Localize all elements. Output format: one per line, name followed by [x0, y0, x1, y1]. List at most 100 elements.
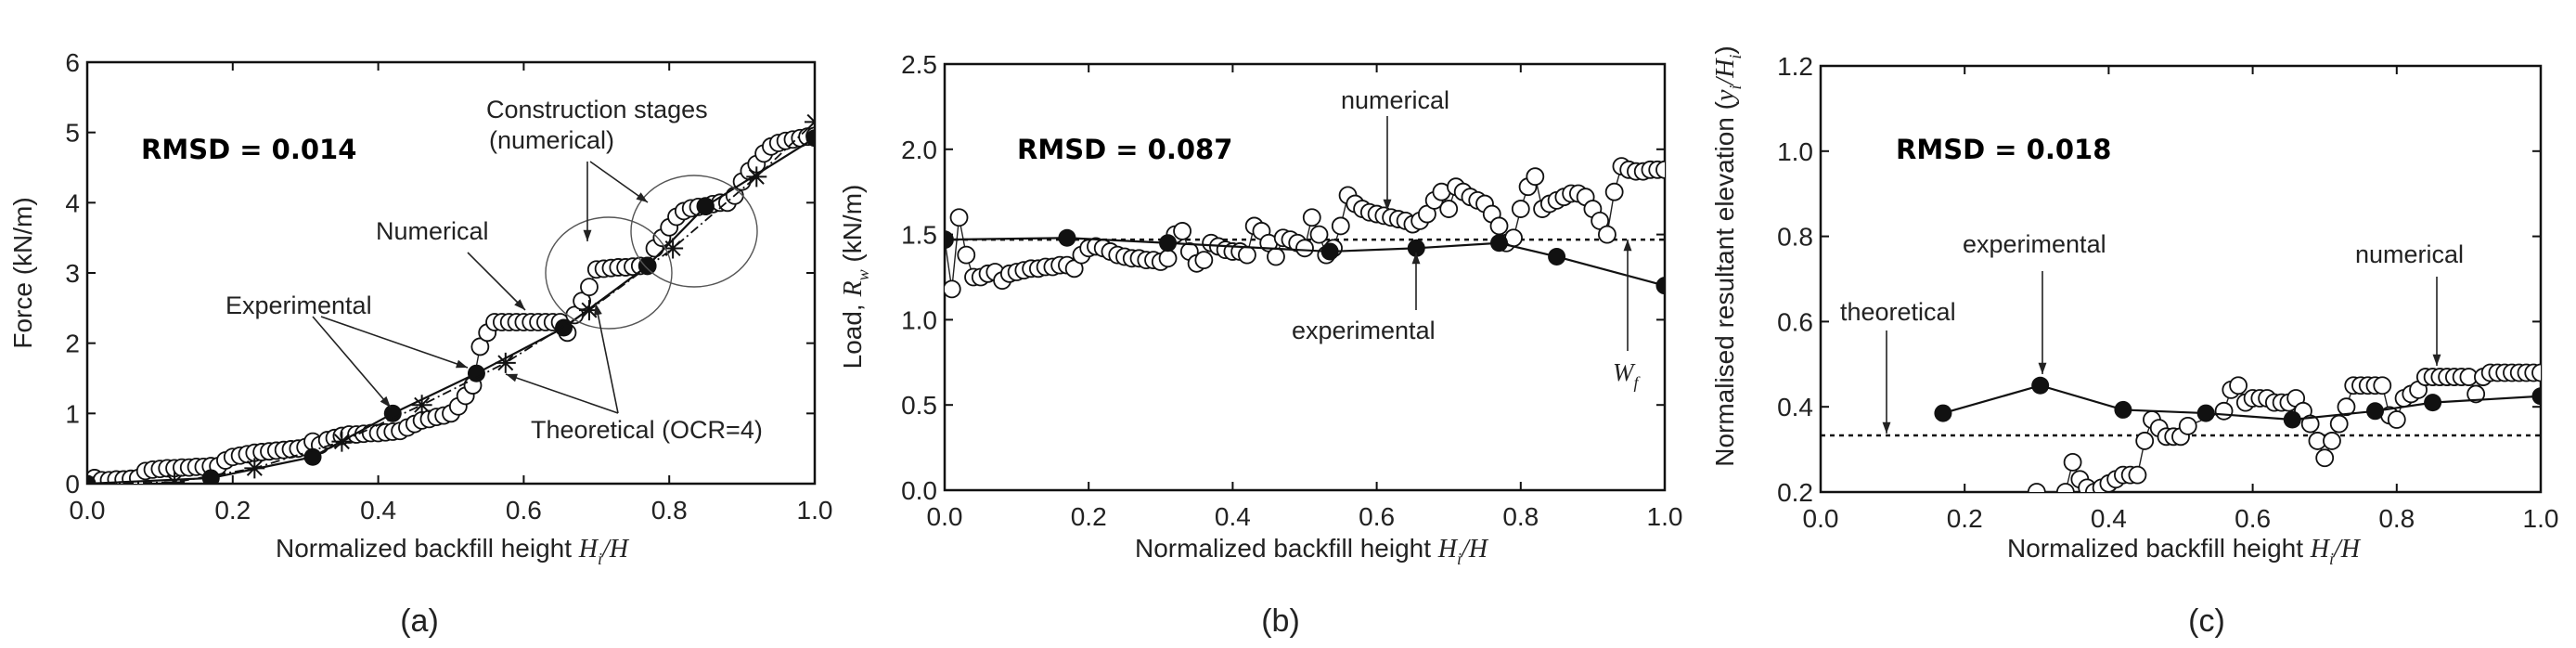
rmsd-label: RMSD = 0.087 — [1017, 134, 1232, 165]
experimental-line — [1942, 384, 2541, 421]
x-tick-label: 0.4 — [360, 496, 396, 525]
x-tick-label: 0.2 — [1947, 504, 1983, 533]
experimental-point — [696, 197, 715, 215]
y-tick-label: 0 — [65, 470, 80, 499]
annotation-theoretical: Theoretical (OCR=4) — [531, 416, 763, 444]
arrow-head — [456, 359, 468, 369]
numerical-point — [2214, 401, 2234, 421]
y-axis-label-tail: /H — [1711, 58, 1740, 87]
annotation-theoretical: theoretical — [1840, 298, 1956, 326]
numerical-point — [1158, 249, 1178, 268]
numerical-point — [1309, 225, 1329, 244]
y-tick-label: 1 — [65, 399, 80, 428]
y-tick-label: 2.0 — [901, 136, 937, 164]
arrow-head — [514, 299, 525, 310]
y-tick-label: 1.0 — [901, 305, 937, 334]
experimental-line — [945, 237, 1665, 287]
theoretical-star-point — [411, 395, 432, 416]
rmsd-label: RMSD = 0.014 — [141, 134, 356, 165]
y-tick-label: 2 — [65, 330, 80, 358]
experimental-point — [805, 129, 815, 148]
numerical-point — [1173, 222, 1191, 240]
x-axis-label: Normalized backfill height Hi/H — [1135, 534, 1489, 568]
annotation-numerical: numerical — [2355, 240, 2464, 268]
experimental-point — [638, 256, 657, 275]
numerical-point — [1295, 239, 1314, 258]
x-tick-label: 1.0 — [1647, 502, 1683, 531]
plot-frame — [943, 62, 1667, 492]
numerical-point — [1526, 167, 1545, 187]
arrow — [589, 161, 649, 203]
plot-area — [87, 111, 815, 484]
experimental-point — [1159, 234, 1178, 253]
x-tick-label: 1.0 — [797, 496, 833, 525]
theoretical-star-point — [495, 352, 516, 373]
experimental-point — [1655, 277, 1665, 295]
numerical-point — [2337, 397, 2356, 417]
experimental-point — [2196, 404, 2215, 422]
panel-caption: (c) — [2188, 603, 2225, 639]
numerical-point — [1511, 200, 1530, 218]
panel-caption: (a) — [400, 603, 439, 639]
annotation-wf: Wf — [1613, 358, 1642, 392]
experimental-point — [2424, 394, 2442, 412]
theoretical-line — [87, 121, 815, 484]
numerical-point — [1655, 160, 1665, 179]
numerical-point — [945, 279, 961, 299]
y-tick-label: 0.5 — [901, 391, 937, 420]
arrow-head — [380, 395, 391, 408]
arrow — [595, 303, 619, 414]
numerical-point — [957, 245, 976, 265]
x-axis-label-tail: /H — [1460, 535, 1489, 564]
theoretical-star-point — [663, 238, 684, 259]
x-tick-label: 0.0 — [1803, 504, 1839, 533]
arrow-head — [506, 373, 518, 382]
arrow — [505, 373, 619, 414]
x-axis-label-tail: /H — [600, 535, 630, 564]
experimental-point — [201, 469, 220, 484]
numerical-point — [2531, 363, 2541, 382]
x-axis-label-text: Normalized backfill height — [2007, 534, 2311, 563]
annotation-experimental: experimental — [1963, 230, 2106, 258]
y-axis-label-sub: w — [854, 269, 872, 280]
plot-area — [1821, 363, 2541, 492]
annotation-numerical: Numerical — [376, 217, 489, 245]
y-tick-label: 0.6 — [1777, 307, 1813, 336]
experimental-point — [1490, 234, 1509, 253]
plot-area — [945, 157, 1665, 299]
x-axis-label-text: Normalized backfill height — [1135, 534, 1438, 563]
arrow-head — [1882, 421, 1891, 434]
numerical-point — [2055, 483, 2075, 492]
numerical-point — [2135, 432, 2155, 450]
x-axis-label-text: Normalized backfill height — [276, 534, 579, 563]
theoretical-star-point — [746, 166, 767, 188]
numerical-point — [2387, 410, 2406, 429]
y-axis-label-var: R — [839, 280, 868, 297]
y-tick-label: 1.0 — [1777, 137, 1813, 166]
y-tick-label: 6 — [65, 48, 80, 77]
numerical-point — [1267, 247, 1285, 266]
y-tick-label: 1.5 — [901, 221, 937, 250]
arrow-head — [594, 304, 602, 316]
numerical-point — [2323, 432, 2341, 450]
panel-b: 0.0 0.2 0.4 0.6 0.8 1.0 0.0 0.5 1.0 1.5 2.0 2.5 Norm… — [838, 50, 1682, 639]
arrow-head — [583, 229, 592, 241]
plot-frame — [1819, 64, 2543, 494]
numerical-point — [2467, 384, 2486, 404]
annotation-numerical: numerical — [1341, 86, 1449, 114]
numerical-point — [2315, 448, 2335, 468]
x-tick-label: 1.0 — [2523, 504, 2559, 533]
arrow-head — [2038, 362, 2047, 374]
x-axis-label-sub: i — [598, 550, 602, 568]
x-axis-label-var: H — [1437, 535, 1459, 564]
theoretical-star-point — [331, 431, 353, 452]
x-tick-label: 0.8 — [1502, 502, 1539, 531]
experimental-point — [2283, 410, 2301, 429]
numerical-point — [1439, 200, 1459, 218]
experimental-point — [945, 230, 954, 249]
y-tick-label: 0.4 — [1777, 393, 1813, 421]
y-axis-label-text: Normalised resultant elevation ( — [1710, 100, 1739, 466]
y-axis-label-sub: i — [1726, 85, 1745, 90]
numerical-point — [2178, 416, 2197, 435]
